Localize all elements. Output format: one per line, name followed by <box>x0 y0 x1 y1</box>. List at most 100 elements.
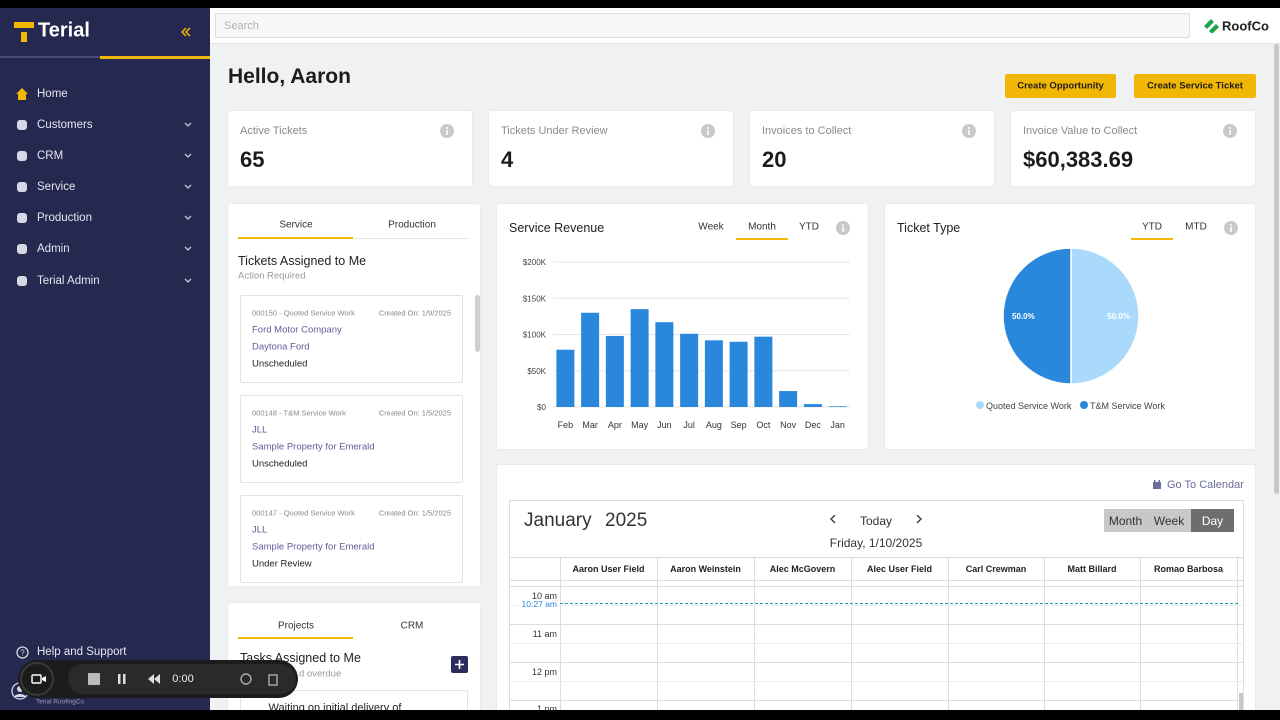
camera-button[interactable] <box>20 662 54 696</box>
help-icon: ? <box>16 646 29 659</box>
chevron-icon[interactable] <box>915 515 925 525</box>
pie-slice <box>1002 247 1072 385</box>
nav-label: Customers <box>37 119 93 131</box>
tab[interactable]: YTD <box>1142 221 1162 233</box>
chevron-icon-part <box>184 278 192 283</box>
tab-underline <box>238 637 353 639</box>
tab[interactable]: Production <box>388 219 436 231</box>
info-icon <box>440 124 454 138</box>
y-tick-label: $200K <box>523 258 547 267</box>
calendar-icon-part <box>1154 480 1156 483</box>
row-rule <box>510 643 1243 644</box>
nav-item[interactable]: Admin <box>0 237 210 261</box>
kpi-card: Invoice Value to Collect $60,383.69 <box>1011 111 1255 186</box>
tab-rule <box>354 238 470 239</box>
legend-label: T&M Service Work <box>1090 401 1165 411</box>
info-icon-part <box>842 227 844 232</box>
nav-label: Terial Admin <box>37 275 100 287</box>
nav-item[interactable]: Customers <box>0 113 210 137</box>
kpi-value: 20 <box>762 147 787 172</box>
tab[interactable]: YTD <box>799 221 819 233</box>
tab[interactable]: MTD <box>1185 221 1207 233</box>
nav-item[interactable]: CRM <box>0 144 210 168</box>
y-tick-label: $0 <box>537 403 546 412</box>
nav-icon <box>17 120 27 130</box>
action-button[interactable]: Create Opportunity <box>1005 74 1116 98</box>
tab[interactable]: Projects <box>277 620 315 632</box>
ticket-property: Daytona Ford <box>252 341 310 353</box>
view-button[interactable]: Day <box>1191 509 1234 532</box>
camera-icon <box>31 674 46 684</box>
bar <box>754 336 773 407</box>
nav-icon <box>17 276 27 286</box>
tab[interactable]: Month <box>748 221 776 233</box>
chevron-icon <box>184 278 192 283</box>
action-button[interactable]: Create Service Ticket <box>1134 74 1256 98</box>
ticket-created: Created On: 1/9/2025 <box>378 308 451 318</box>
tab[interactable]: Service <box>279 219 313 231</box>
calendar-link[interactable]: Go To Calendar <box>1167 479 1244 491</box>
button-label: Create Opportunity <box>1017 80 1104 92</box>
today-button[interactable]: Today <box>859 514 893 528</box>
tickets-panel: Service Production Tickets Assigned to Me A… <box>228 204 480 586</box>
nav-item[interactable]: Home <box>0 82 210 106</box>
bar <box>779 391 798 407</box>
ticket-card[interactable]: 000147 - Quoted Service Work Created On: … <box>240 495 463 583</box>
column-header: Romao Barbosa <box>1153 564 1224 574</box>
info-icon <box>836 221 850 235</box>
legend-swatch <box>1080 401 1088 409</box>
kpi-value: 4 <box>501 147 514 172</box>
nav-icon <box>17 151 27 161</box>
x-tick-label: Aug <box>706 420 722 430</box>
column-rule <box>851 557 852 720</box>
search-input[interactable]: Search <box>215 13 1190 38</box>
brand-rule <box>0 56 100 58</box>
view-label: Week <box>1153 514 1185 528</box>
calendar-icon <box>1153 480 1161 489</box>
camera-icon-part <box>42 676 46 682</box>
nav-item[interactable]: Terial Admin <box>0 269 210 293</box>
calendar-scrollbar <box>1239 693 1243 720</box>
tab[interactable]: CRM <box>400 620 424 632</box>
column-rule <box>948 557 949 720</box>
chevron-icon-part <box>184 184 192 189</box>
column-header: Carl Crewman <box>965 564 1027 574</box>
info-icon-part <box>968 127 970 129</box>
nav-icon-part <box>16 88 28 100</box>
column-header: Aaron User Field <box>572 564 645 574</box>
tab-underline <box>238 237 353 239</box>
kpi-card: Active Tickets 65 <box>228 111 472 186</box>
add-task-button[interactable] <box>451 656 468 673</box>
row-rule <box>510 700 1243 701</box>
help-link[interactable]: Help and Support <box>37 646 127 658</box>
tab[interactable]: Week <box>698 221 724 233</box>
brand-logo <box>14 22 34 42</box>
info-icon-part <box>968 130 970 135</box>
panel-subtitle: Action Required <box>238 270 306 282</box>
view-button[interactable]: Month <box>1104 509 1147 532</box>
info-icon-part <box>1230 224 1232 226</box>
nav-label: Home <box>37 88 68 100</box>
column-rule <box>754 557 755 720</box>
chevron-icon[interactable] <box>830 515 840 525</box>
calendar-icon-part <box>1158 480 1160 483</box>
ticket-card[interactable]: 000150 - Quoted Service Work Created On: … <box>240 295 463 383</box>
info-icon-part <box>446 127 448 129</box>
nav-item[interactable]: Service <box>0 175 210 199</box>
ticket-card[interactable]: 000148 - T&M Service Work Created On: 1/5… <box>240 395 463 483</box>
x-tick-label: Apr <box>608 420 622 430</box>
info-icon <box>1224 221 1238 235</box>
x-tick-label: Nov <box>780 420 797 430</box>
nav-item[interactable]: Production <box>0 206 210 230</box>
recorder-toolbar: 0:00 <box>18 660 298 698</box>
bar <box>605 335 624 407</box>
time-label: 12 pm <box>531 667 557 677</box>
x-tick-label: Jul <box>683 420 695 430</box>
view-button[interactable]: Week <box>1147 509 1191 532</box>
row-rule <box>510 624 1243 625</box>
kpi-card: Tickets Under Review 4 <box>489 111 733 186</box>
plus-icon <box>455 660 464 669</box>
calendar-month: January <box>524 510 592 531</box>
legend-label: Quoted Service Work <box>986 401 1072 411</box>
info-icon-part <box>707 130 709 135</box>
